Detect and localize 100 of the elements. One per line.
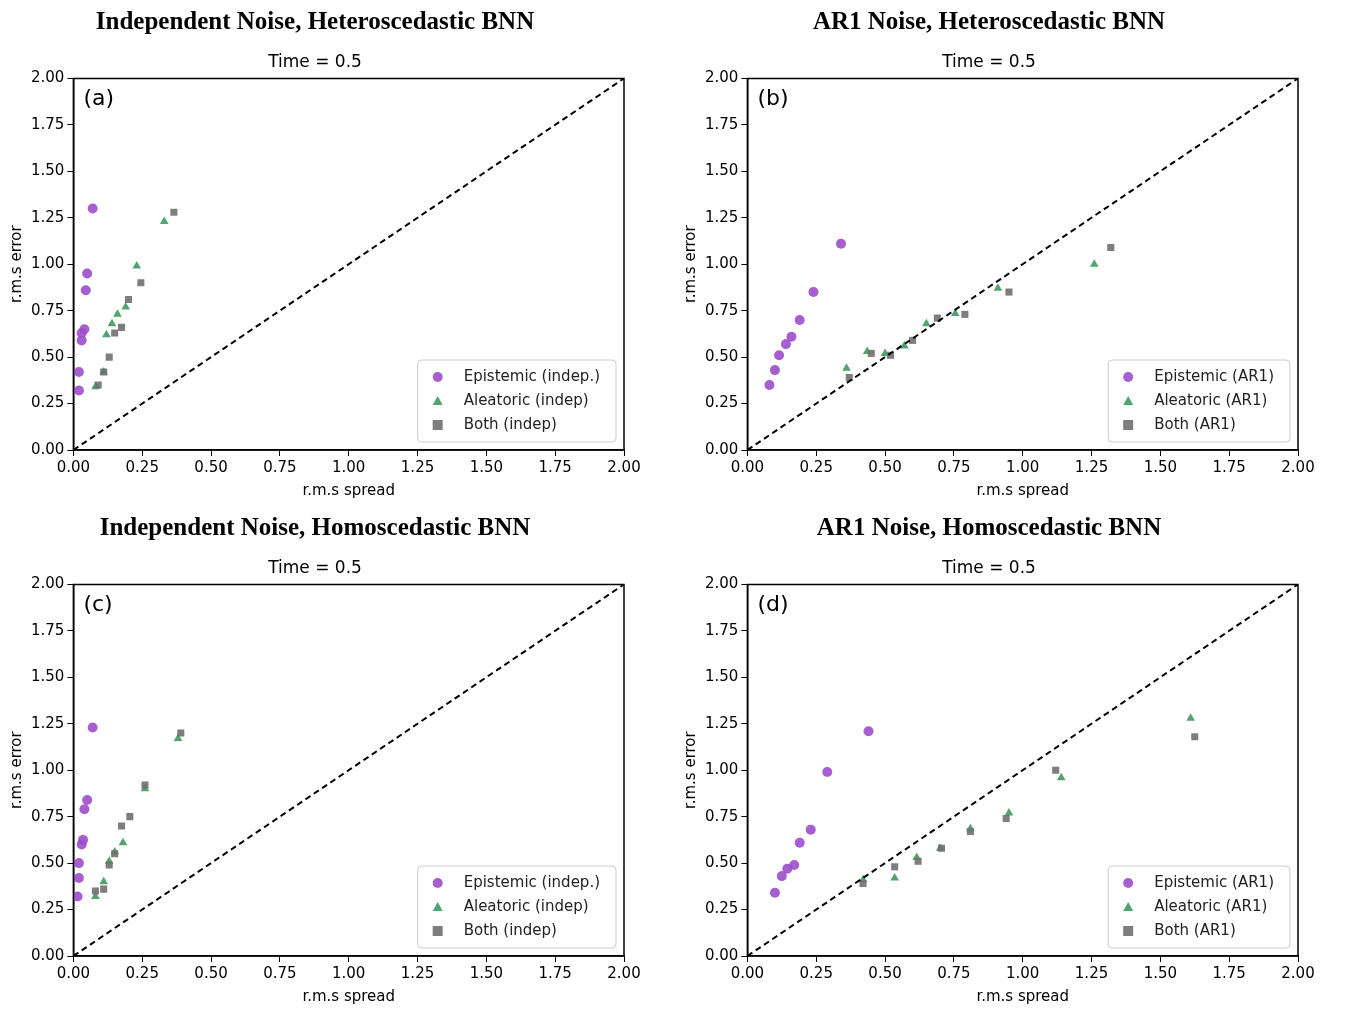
x-tick-label: 0.75: [263, 963, 297, 982]
legend-label: Aleatoric (AR1): [1154, 390, 1268, 409]
legend-label: Both (AR1): [1154, 414, 1236, 433]
y-tick-label: 1.50: [704, 667, 739, 686]
annotation: (b): [757, 85, 789, 111]
y-tick-label: 1.75: [704, 114, 739, 133]
y-tick-label: 1.25: [704, 207, 739, 226]
x-tick-label: 0.00: [56, 963, 91, 982]
legend-label: Aleatoric (AR1): [1154, 896, 1268, 915]
x-tick-label: 0.25: [799, 963, 833, 982]
y-tick-label: 1.75: [30, 620, 65, 639]
y-tick-label: 0.50: [30, 852, 65, 871]
y-tick-label: 1.75: [30, 114, 65, 133]
chart-subtitle: Time = 0.5: [941, 556, 1036, 577]
y-tick-label: 1.00: [704, 760, 739, 779]
y-tick-label: 2.00: [704, 68, 739, 87]
x-tick-label: 1.25: [400, 457, 435, 476]
legend-label: Epistemic (indep.): [463, 872, 601, 891]
x-tick-label: 1.50: [1143, 457, 1178, 476]
x-axis-title: r.m.s spread: [302, 986, 396, 1005]
y-tick-label: 0.75: [704, 300, 739, 319]
y-tick-label: 0.00: [704, 945, 739, 964]
chart-title: Independent Noise, Homoscedastic BNN: [99, 513, 531, 541]
legend-label: Epistemic (AR1): [1154, 872, 1275, 891]
x-tick-label: 0.25: [125, 457, 159, 476]
y-tick-label: 1.50: [30, 161, 65, 180]
chart-subtitle: Time = 0.5: [267, 50, 362, 71]
annotation: (a): [83, 85, 115, 111]
chart-title: Independent Noise, Heteroscedastic BNN: [95, 7, 535, 35]
y-tick-label: 2.00: [30, 68, 65, 87]
legend-label: Epistemic (indep.): [463, 366, 601, 385]
x-axis-title: r.m.s spread: [302, 480, 396, 499]
y-tick-label: 0.25: [30, 393, 65, 412]
x-tick-label: 0.50: [194, 963, 228, 982]
x-tick-label: 0.25: [125, 963, 159, 982]
chart-title: AR1 Noise, Heteroscedastic BNN: [812, 7, 1166, 35]
x-tick-label: 1.00: [332, 457, 366, 476]
x-tick-label: 0.75: [937, 963, 971, 982]
x-tick-label: 1.75: [1212, 457, 1246, 476]
y-tick-label: 0.50: [704, 852, 739, 871]
x-tick-label: 0.00: [730, 457, 765, 476]
y-axis-title: r.m.s error: [6, 730, 25, 810]
y-tick-label: 0.75: [30, 300, 65, 319]
y-tick-label: 1.50: [704, 161, 739, 180]
x-tick-label: 0.00: [730, 963, 765, 982]
y-tick-label: 0.25: [30, 899, 65, 918]
x-tick-label: 0.50: [868, 457, 902, 476]
y-tick-label: 1.00: [30, 254, 65, 273]
x-tick-label: 1.25: [400, 963, 435, 982]
y-tick-label: 0.75: [704, 806, 739, 825]
x-tick-label: 0.50: [868, 963, 902, 982]
y-tick-label: 0.00: [30, 945, 65, 964]
y-tick-label: 0.00: [30, 439, 65, 458]
y-tick-label: 1.25: [704, 713, 739, 732]
y-tick-label: 1.00: [704, 254, 739, 273]
x-tick-label: 1.50: [469, 963, 504, 982]
y-tick-label: 0.25: [704, 899, 739, 918]
x-tick-label: 1.75: [1212, 963, 1246, 982]
annotation: (d): [757, 591, 789, 617]
x-tick-label: 0.00: [56, 457, 91, 476]
x-tick-label: 2.00: [607, 457, 641, 476]
x-tick-label: 1.75: [538, 457, 572, 476]
y-axis-title: r.m.s error: [680, 730, 699, 810]
x-tick-label: 1.00: [1006, 963, 1040, 982]
y-tick-label: 1.25: [30, 713, 65, 732]
x-tick-label: 1.00: [1006, 457, 1040, 476]
y-tick-label: 0.25: [704, 393, 739, 412]
x-tick-label: 1.50: [1143, 963, 1178, 982]
chart-subtitle: Time = 0.5: [941, 50, 1036, 71]
x-tick-label: 2.00: [1281, 963, 1315, 982]
x-tick-label: 1.00: [332, 963, 366, 982]
y-axis-title: r.m.s error: [6, 224, 25, 304]
legend-label: Both (AR1): [1154, 920, 1236, 939]
x-tick-label: 0.75: [937, 457, 971, 476]
legend-label: Both (indep): [463, 414, 557, 433]
x-axis-title: r.m.s spread: [976, 480, 1070, 499]
x-tick-label: 0.75: [263, 457, 297, 476]
y-tick-label: 2.00: [30, 574, 65, 593]
x-axis-title: r.m.s spread: [976, 986, 1070, 1005]
x-tick-label: 1.25: [1074, 963, 1109, 982]
annotation: (c): [83, 591, 113, 617]
y-tick-label: 1.00: [30, 760, 65, 779]
x-tick-label: 1.25: [1074, 457, 1109, 476]
chart-title: AR1 Noise, Homoscedastic BNN: [816, 513, 1162, 541]
x-tick-label: 0.50: [194, 457, 228, 476]
y-tick-label: 1.50: [30, 667, 65, 686]
legend-label: Aleatoric (indep): [463, 896, 589, 915]
legend-label: Both (indep): [463, 920, 557, 939]
x-tick-label: 1.75: [538, 963, 572, 982]
y-tick-label: 0.50: [30, 346, 65, 365]
x-tick-label: 0.25: [799, 457, 833, 476]
legend-label: Aleatoric (indep): [463, 390, 589, 409]
chart-subtitle: Time = 0.5: [267, 556, 362, 577]
y-tick-label: 0.00: [704, 439, 739, 458]
x-tick-label: 2.00: [1281, 457, 1315, 476]
y-tick-label: 0.50: [704, 346, 739, 365]
y-tick-label: 0.75: [30, 806, 65, 825]
y-tick-label: 2.00: [704, 574, 739, 593]
y-axis-title: r.m.s error: [680, 224, 699, 304]
y-tick-label: 1.25: [30, 207, 65, 226]
